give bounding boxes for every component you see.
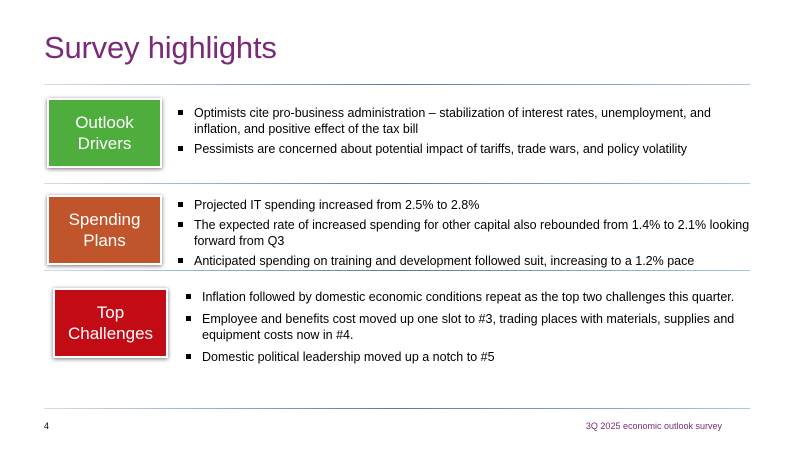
divider-bottom	[44, 408, 750, 409]
page-title: Survey highlights	[44, 30, 277, 65]
outlook-drivers-box: Outlook Drivers	[47, 98, 162, 168]
list-item: Anticipated spending on training and dev…	[176, 253, 756, 269]
top-challenges-label: Top Challenges	[67, 303, 154, 343]
list-item: Inflation followed by domestic economic …	[184, 289, 770, 305]
top-challenges-box: Top Challenges	[53, 288, 168, 358]
list-item: Optimists cite pro-business administrati…	[176, 105, 756, 137]
list-item: The expected rate of increased spending …	[176, 217, 756, 249]
divider-2	[44, 270, 750, 271]
list-item: Domestic political leadership moved up a…	[184, 349, 770, 365]
spending-plans-box: Spending Plans	[47, 195, 162, 265]
divider-top	[44, 84, 750, 85]
top-challenges-list: Inflation followed by domestic economic …	[184, 289, 770, 369]
spending-plans-label: Spending Plans	[68, 210, 141, 250]
outlook-drivers-list: Optimists cite pro-business administrati…	[176, 105, 756, 161]
outlook-drivers-label: Outlook Drivers	[75, 113, 134, 153]
list-item: Projected IT spending increased from 2.5…	[176, 197, 756, 213]
page-number: 4	[44, 421, 50, 431]
spending-plans-list: Projected IT spending increased from 2.5…	[176, 197, 756, 273]
footer-caption: 3Q 2025 economic outlook survey	[585, 421, 722, 431]
list-item: Pessimists are concerned about potential…	[176, 141, 756, 157]
divider-1	[44, 183, 750, 184]
list-item: Employee and benefits cost moved up one …	[184, 311, 770, 343]
